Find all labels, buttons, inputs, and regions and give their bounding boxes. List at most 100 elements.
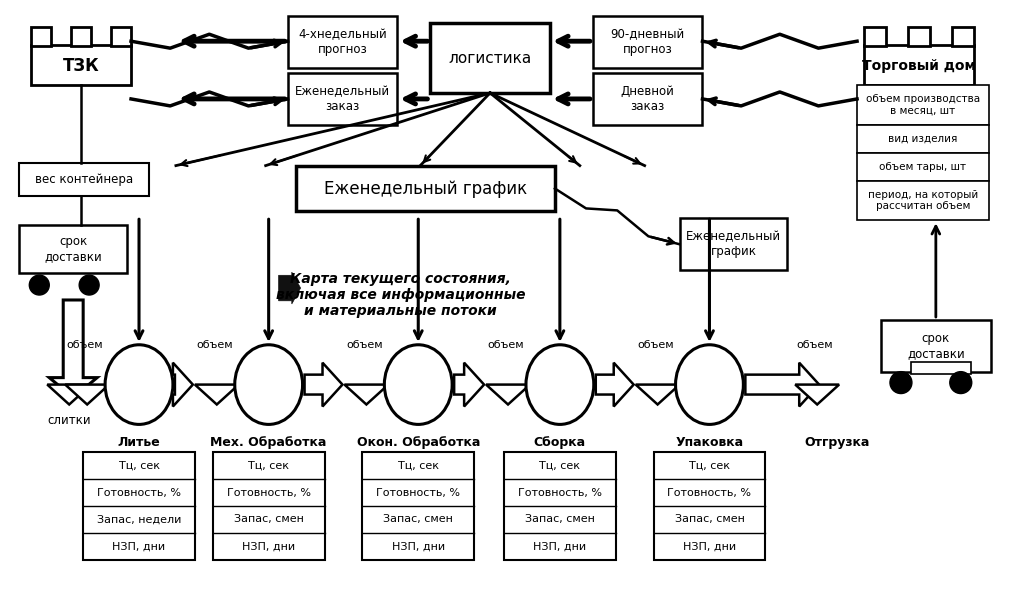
Text: Мех. Обработка: Мех. Обработка — [211, 436, 327, 449]
Text: Торговый дом: Торговый дом — [862, 59, 976, 73]
Text: 90-дневный
прогноз: 90-дневный прогноз — [610, 28, 685, 56]
Text: Упаковка: Упаковка — [676, 436, 743, 449]
Text: логистика: логистика — [449, 50, 531, 66]
Text: НЗП, дни: НЗП, дни — [683, 541, 736, 551]
Text: Запас, смен: Запас, смен — [383, 515, 454, 524]
Text: Тц, сек: Тц, сек — [119, 461, 160, 471]
Text: ТЗК: ТЗК — [62, 57, 99, 75]
Text: Готовность, %: Готовность, % — [97, 487, 181, 498]
Bar — [951, 27, 974, 46]
Polygon shape — [745, 363, 819, 406]
Text: Готовность, %: Готовность, % — [226, 487, 310, 498]
Bar — [908, 27, 930, 46]
Text: НЗП, дни: НЗП, дни — [242, 541, 295, 551]
Text: Дневной
заказ: Дневной заказ — [621, 85, 675, 113]
Bar — [32, 27, 51, 46]
Bar — [680, 218, 787, 270]
Bar — [857, 152, 989, 180]
Bar — [504, 452, 615, 560]
Text: Еженедельный график: Еженедельный график — [324, 180, 526, 197]
Bar — [857, 85, 989, 125]
Polygon shape — [596, 363, 634, 406]
Circle shape — [79, 275, 99, 295]
Polygon shape — [344, 385, 388, 404]
Bar — [881, 320, 990, 372]
Text: Литье: Литье — [118, 436, 161, 449]
Circle shape — [890, 372, 912, 394]
Text: Запас, недели: Запас, недели — [97, 515, 181, 524]
Text: Готовность, %: Готовность, % — [518, 487, 602, 498]
Bar — [213, 452, 325, 560]
Bar — [864, 27, 886, 46]
Polygon shape — [49, 300, 97, 397]
Text: Еженедельный
заказ: Еженедельный заказ — [295, 85, 390, 113]
Text: вес контейнера: вес контейнера — [35, 173, 133, 186]
Bar — [430, 23, 550, 93]
Bar — [857, 180, 989, 221]
Bar — [653, 452, 765, 560]
Text: Готовность, %: Готовность, % — [376, 487, 460, 498]
Text: объем тары, шт: объем тары, шт — [880, 162, 967, 171]
Text: вид изделия: вид изделия — [888, 134, 957, 144]
Bar — [288, 73, 397, 125]
Polygon shape — [195, 385, 239, 404]
Text: объем: объем — [487, 340, 524, 350]
Text: объем: объем — [346, 340, 383, 350]
Text: Сборка: Сборка — [534, 436, 586, 449]
Text: срок
доставки: срок доставки — [44, 235, 102, 263]
Bar — [19, 225, 127, 273]
Polygon shape — [47, 385, 91, 404]
Text: Тц, сек: Тц, сек — [248, 461, 289, 471]
Text: Запас, смен: Запас, смен — [675, 515, 744, 524]
Text: период, на который
рассчитан объем: период, на который рассчитан объем — [867, 190, 978, 211]
Text: Карта текущего состояния,
включая все информационные
и материальные потоки: Карта текущего состояния, включая все ин… — [275, 272, 525, 318]
Text: НЗП, дни: НЗП, дни — [534, 541, 587, 551]
Text: Тц, сек: Тц, сек — [397, 461, 438, 471]
Circle shape — [30, 275, 49, 295]
Polygon shape — [66, 385, 110, 404]
Text: объем: объем — [637, 340, 674, 350]
Polygon shape — [636, 385, 680, 404]
Polygon shape — [304, 363, 342, 406]
Bar — [857, 125, 989, 152]
Bar — [593, 73, 702, 125]
Ellipse shape — [384, 345, 453, 425]
Text: Запас, смен: Запас, смен — [525, 515, 595, 524]
Ellipse shape — [105, 345, 173, 425]
Text: 4-хнедельный
прогноз: 4-хнедельный прогноз — [298, 28, 387, 56]
Ellipse shape — [526, 345, 594, 425]
Ellipse shape — [676, 345, 743, 425]
Text: Тц, сек: Тц, сек — [540, 461, 581, 471]
Polygon shape — [796, 385, 839, 404]
Text: объем производства
в месяц, шт: объем производства в месяц, шт — [866, 94, 980, 116]
Ellipse shape — [234, 345, 302, 425]
Text: НЗП, дни: НЗП, дни — [392, 541, 444, 551]
Text: объем: объем — [797, 340, 834, 350]
Text: Отгрузка: Отгрузка — [805, 436, 869, 449]
Text: Еженедельный
график: Еженедельный график — [686, 230, 781, 258]
Text: слитки: слитки — [47, 415, 91, 428]
Bar — [83, 452, 195, 560]
Bar — [32, 44, 131, 85]
Bar — [19, 162, 148, 196]
Text: объем: объем — [197, 340, 233, 350]
Text: объем: объем — [67, 340, 103, 350]
Circle shape — [950, 372, 972, 394]
Bar — [864, 44, 974, 85]
Text: Запас, смен: Запас, смен — [233, 515, 303, 524]
Bar — [72, 27, 91, 46]
Polygon shape — [455, 363, 484, 406]
Bar — [296, 165, 555, 211]
Polygon shape — [486, 385, 530, 404]
Text: НЗП, дни: НЗП, дни — [113, 541, 166, 551]
Text: Окон. Обработка: Окон. Обработка — [356, 436, 480, 449]
Bar — [111, 27, 131, 46]
Bar — [288, 17, 397, 68]
Bar — [911, 362, 971, 374]
Polygon shape — [173, 363, 193, 406]
Bar — [362, 452, 474, 560]
Text: Готовность, %: Готовность, % — [668, 487, 752, 498]
Text: Тц, сек: Тц, сек — [689, 461, 730, 471]
Text: срок
доставки: срок доставки — [907, 331, 965, 360]
Bar — [593, 17, 702, 68]
